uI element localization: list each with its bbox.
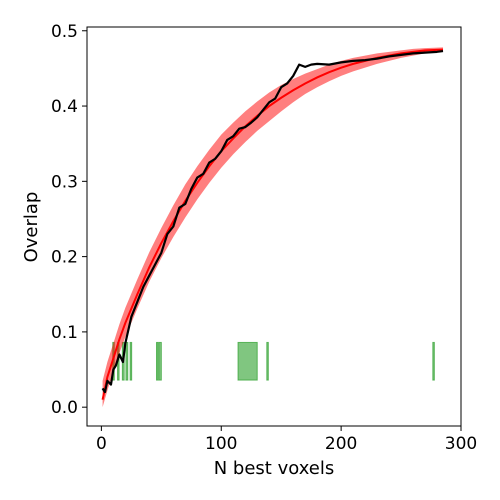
y-tick-label-5: 0.5 — [51, 22, 78, 42]
y-axis-label: Overlap — [21, 192, 42, 263]
y-axis: 0.0 0.1 0.2 0.3 0.4 0.5 — [51, 22, 87, 418]
x-axis: 0 100 200 300 — [96, 426, 477, 454]
marker-segment-9 — [432, 341, 435, 381]
y-tick-label-3: 0.3 — [51, 172, 78, 192]
y-tick-label-0: 0.0 — [51, 398, 78, 418]
marker-segment-6 — [158, 341, 162, 381]
observed-line — [101, 49, 444, 394]
x-tick-label-1: 100 — [205, 434, 237, 454]
x-tick-label-0: 0 — [96, 434, 107, 454]
y-tick-label-4: 0.4 — [51, 97, 78, 117]
series-lines — [101, 49, 444, 394]
marker-segment-4 — [129, 341, 133, 381]
plot-frame — [86, 26, 462, 427]
y-tick-label-1: 0.1 — [51, 323, 78, 343]
marker-segment-8 — [266, 341, 269, 381]
x-tick-label-2: 200 — [325, 434, 357, 454]
marker-segments — [112, 341, 435, 381]
x-tick-label-3: 300 — [445, 434, 477, 454]
y-tick-label-2: 0.2 — [51, 248, 78, 268]
marker-segment-5 — [156, 341, 159, 381]
marker-segment-3 — [125, 341, 129, 381]
marker-segment-7 — [237, 341, 258, 381]
x-axis-label: N best voxels — [214, 458, 335, 479]
